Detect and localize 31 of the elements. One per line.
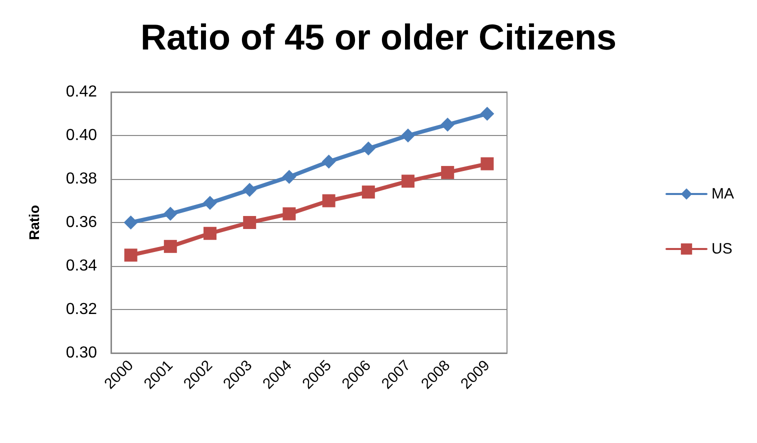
legend-label: MA xyxy=(712,186,734,202)
point xyxy=(124,216,138,230)
point xyxy=(124,248,138,262)
y-tick-label: 0.32 xyxy=(66,301,98,318)
y-tick-label: 0.38 xyxy=(66,170,98,188)
point xyxy=(441,166,454,179)
y-tick-label: 0.30 xyxy=(66,344,98,362)
legend-label: US xyxy=(712,240,732,258)
y-tick-label: 0.40 xyxy=(66,127,98,144)
point xyxy=(362,186,375,199)
point xyxy=(322,194,336,208)
point xyxy=(164,240,177,253)
point xyxy=(282,207,296,220)
point xyxy=(401,128,415,142)
point xyxy=(361,142,376,156)
point xyxy=(282,170,296,184)
point xyxy=(242,182,257,197)
y-tick-label: 0.34 xyxy=(66,258,98,274)
point xyxy=(203,196,217,210)
y-tick-label: 0.36 xyxy=(66,214,98,231)
point xyxy=(440,118,455,132)
point xyxy=(204,226,216,240)
point xyxy=(402,174,414,188)
point xyxy=(163,206,178,221)
y-axis-title: Ratio xyxy=(26,205,42,240)
point xyxy=(322,154,336,169)
point xyxy=(480,106,494,121)
point xyxy=(480,157,494,170)
y-tick-label: 0.42 xyxy=(66,84,98,100)
chart-title: Ratio of 45 or older Citizens xyxy=(140,16,617,58)
point xyxy=(243,216,256,229)
